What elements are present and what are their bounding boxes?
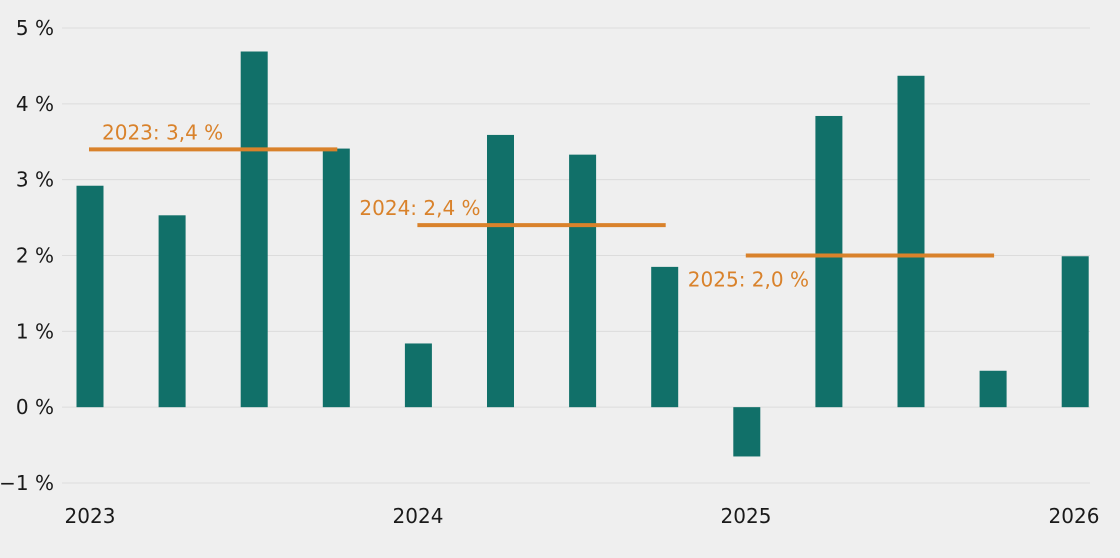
bar — [76, 185, 104, 408]
annual-average-label: 2024: 2,4 % — [359, 196, 480, 220]
bar — [897, 75, 925, 408]
x-tick-label: 2025 — [721, 504, 772, 528]
y-tick-label: −1 % — [0, 471, 54, 495]
y-tick-label: 3 % — [16, 168, 54, 192]
bar — [322, 148, 350, 408]
bar — [651, 266, 679, 408]
bar — [733, 407, 761, 457]
annual-average-label: 2025: 2,0 % — [688, 268, 809, 292]
x-tick-label: 2023 — [65, 504, 116, 528]
bar — [1061, 256, 1089, 408]
bar — [487, 134, 514, 408]
y-tick-label: 2 % — [16, 244, 54, 268]
y-tick-label: 0 % — [16, 395, 54, 419]
y-tick-label: 5 % — [16, 16, 54, 40]
annual-averages: 2023: 3,4 % 2024: 2,4 % 2025: 2,0 % — [89, 120, 995, 292]
x-tick-label: 2024 — [393, 504, 444, 528]
x-axis: 2023 2024 2025 2026 — [65, 504, 1100, 528]
y-tick-label: 1 % — [16, 319, 54, 343]
bar — [404, 343, 432, 408]
x-tick-label: 2026 — [1049, 504, 1100, 528]
y-tick-label: 4 % — [16, 92, 54, 116]
bar — [979, 370, 1007, 408]
annual-average-label: 2023: 3,4 % — [102, 120, 223, 144]
bar — [158, 215, 186, 408]
bars — [76, 51, 1089, 457]
bar — [569, 154, 597, 408]
y-axis: 5 % 4 % 3 % 2 % 1 % 0 % −1 % — [0, 16, 54, 495]
bar — [815, 115, 843, 408]
bar — [240, 51, 268, 408]
